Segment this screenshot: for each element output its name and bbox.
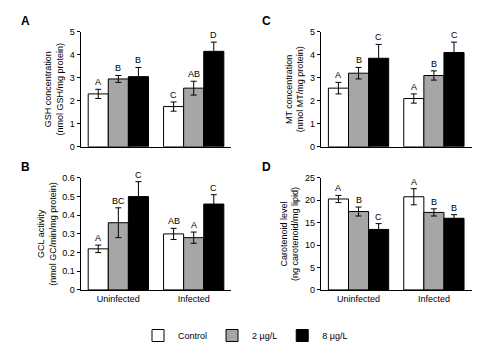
svg-text:8 µg/L: 8 µg/L	[322, 331, 347, 341]
svg-text:0.4: 0.4	[62, 210, 75, 220]
svg-text:C: C	[170, 90, 177, 100]
svg-text:10: 10	[305, 240, 315, 250]
svg-text:1: 1	[310, 119, 315, 129]
svg-text:BC: BC	[112, 196, 125, 206]
svg-text:0.1: 0.1	[62, 266, 75, 276]
svg-text:B: B	[431, 59, 437, 69]
svg-text:A: A	[191, 220, 197, 230]
svg-text:4: 4	[310, 50, 315, 60]
svg-text:Infected: Infected	[418, 294, 450, 304]
svg-text:20: 20	[305, 195, 315, 205]
svg-text:GSH concentration(nmol GSH/mg: GSH concentration(nmol GSH/mg protein)	[43, 43, 65, 136]
svg-text:1: 1	[70, 119, 75, 129]
svg-text:C: C	[375, 32, 382, 42]
svg-text:0.3: 0.3	[62, 229, 75, 239]
svg-text:3: 3	[70, 73, 75, 83]
svg-text:0: 0	[70, 285, 75, 295]
svg-text:C: C	[262, 14, 271, 28]
svg-text:0.5: 0.5	[62, 192, 75, 202]
svg-text:5: 5	[310, 27, 315, 37]
svg-text:0: 0	[310, 142, 315, 152]
svg-text:C: C	[135, 170, 142, 180]
svg-text:B: B	[356, 195, 362, 205]
svg-text:A: A	[335, 183, 341, 193]
svg-text:0.2: 0.2	[62, 248, 75, 258]
svg-text:A: A	[95, 233, 101, 243]
svg-text:C: C	[210, 183, 217, 193]
svg-text:B: B	[431, 197, 437, 207]
svg-text:B: B	[451, 203, 457, 213]
svg-text:A: A	[95, 77, 101, 87]
svg-text:25: 25	[305, 173, 315, 183]
svg-text:4: 4	[70, 50, 75, 60]
svg-text:0: 0	[70, 142, 75, 152]
svg-text:3: 3	[310, 73, 315, 83]
svg-text:A: A	[21, 14, 30, 28]
svg-text:C: C	[451, 30, 458, 40]
svg-text:5: 5	[310, 263, 315, 273]
svg-text:AB: AB	[168, 216, 180, 226]
svg-text:A: A	[411, 82, 417, 92]
svg-text:2: 2	[310, 96, 315, 106]
svg-text:B: B	[135, 55, 141, 65]
svg-text:15: 15	[305, 218, 315, 228]
svg-text:Uninfected: Uninfected	[97, 294, 140, 304]
svg-text:B: B	[356, 55, 362, 65]
svg-text:0: 0	[310, 285, 315, 295]
svg-text:MT concentration(nmol MT/mg pr: MT concentration(nmol MT/mg protein)	[284, 46, 306, 132]
svg-text:0.6: 0.6	[62, 173, 75, 183]
svg-text:C: C	[375, 212, 382, 222]
svg-text:Infected: Infected	[178, 294, 210, 304]
svg-text:Carotenoid level(ng carotenoid: Carotenoid level(ng carotenoid/mg lipid)	[279, 187, 301, 281]
svg-text:D: D	[210, 30, 217, 40]
svg-text:B: B	[21, 160, 30, 174]
svg-text:B: B	[115, 63, 121, 73]
svg-text:2 µg/L: 2 µg/L	[252, 331, 277, 341]
svg-text:GCL activity(nmol GC/min/mg pr: GCL activity(nmol GC/min/mg protein)	[36, 182, 58, 286]
svg-text:AB: AB	[188, 69, 200, 79]
svg-text:A: A	[411, 177, 417, 187]
svg-text:Uninfected: Uninfected	[337, 294, 380, 304]
svg-text:5: 5	[70, 27, 75, 37]
svg-text:Control: Control	[178, 331, 207, 341]
svg-text:2: 2	[70, 96, 75, 106]
svg-text:D: D	[262, 160, 271, 174]
svg-text:A: A	[335, 70, 341, 80]
